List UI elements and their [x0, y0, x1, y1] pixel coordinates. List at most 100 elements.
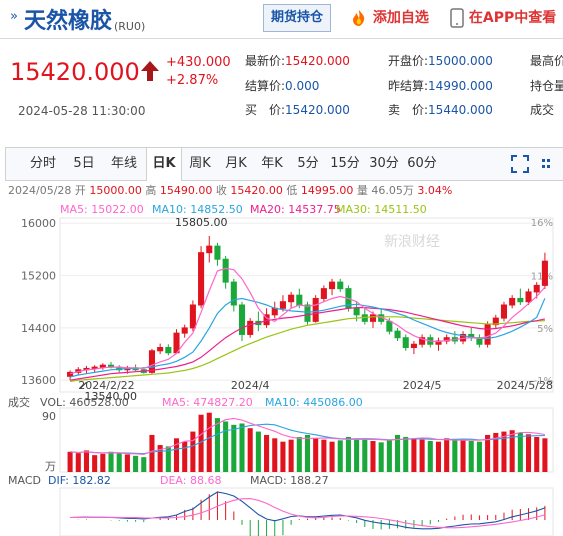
open-app-label: 在APP中查看 [468, 10, 557, 26]
candle-body-52 [492, 317, 499, 326]
vol-value: VOL: 460528.00 [40, 396, 129, 409]
x-tick-2: 2024/5 [403, 379, 442, 392]
volume-bar-54 [509, 430, 515, 472]
tab-0[interactable]: 分时 [29, 156, 56, 171]
instrument-code: (RU0) [114, 20, 146, 33]
kline-chart[interactable]: 2024/05/28 开 15000.00 高 15490.00 收 15420… [0, 182, 563, 536]
candle-body-56 [525, 291, 532, 303]
volume-bar-46 [444, 438, 450, 472]
tab-3[interactable]: 日K [146, 148, 182, 181]
volume-bar-3 [92, 455, 98, 472]
x-tick-3: 2024/5/28 [497, 379, 553, 392]
candle-body-19 [222, 258, 229, 283]
tab-4[interactable]: 周K [189, 156, 211, 171]
prev-settle-value: 14990.000 [428, 79, 493, 93]
tab-1[interactable]: 5日 [73, 156, 95, 171]
candle-body-54 [509, 297, 516, 306]
volume-bar-16 [198, 414, 204, 472]
candle-body-14 [181, 327, 188, 334]
extra-field: 成交 [530, 103, 555, 117]
settle-label: 结算价: [245, 79, 286, 93]
volume-bar-24 [264, 434, 270, 472]
volume-bar-36 [362, 439, 368, 472]
candle-body-58 [541, 260, 548, 286]
sell-value: 15440.000 [428, 103, 493, 117]
tab-2[interactable]: 年线 [110, 156, 137, 171]
volume-bar-47 [452, 439, 458, 472]
candle-body-27 [288, 294, 295, 303]
volume-bar-7 [124, 454, 130, 472]
candle-body-32 [329, 281, 336, 290]
volume-bar-34 [345, 436, 351, 472]
y-tick-3: 13600 [21, 374, 56, 387]
settings-icon[interactable] [541, 157, 555, 171]
candle-body-4 [99, 364, 106, 368]
ma30-line [70, 316, 545, 383]
macd-value: MACD: 188.27 [250, 474, 329, 487]
volume-bar-40 [395, 434, 401, 472]
settle-value: 0.000 [285, 79, 320, 93]
volume-bar-41 [403, 436, 409, 472]
volume-bar-42 [411, 438, 417, 472]
change-value: +430.000 [166, 55, 231, 70]
max-label: 15805.00 [175, 216, 228, 229]
volume-title: 成交 [8, 395, 30, 409]
ma30-legend: MA30: 14511.50 [336, 203, 427, 216]
dif-value: DIF: 182.82 [48, 474, 111, 487]
tab-10[interactable]: 60分 [407, 156, 437, 171]
vol-tick-1: 万 [45, 460, 56, 473]
volume-bar-48 [460, 440, 466, 472]
volume-bar-15 [190, 431, 196, 472]
tab-9[interactable]: 30分 [369, 156, 399, 171]
fullscreen-icon[interactable] [511, 155, 529, 173]
dif-line [70, 491, 546, 530]
candle-body-53 [500, 304, 508, 319]
sell-label: 卖 价: [388, 103, 429, 117]
volume-bar-25 [272, 438, 278, 472]
volume-bar-58 [542, 438, 548, 472]
ma10-legend: MA10: 14852.50 [152, 203, 243, 216]
volume-bar-33 [337, 440, 343, 472]
tab-8[interactable]: 15分 [330, 156, 360, 171]
vol-ma10: MA10: 445086.00 [265, 396, 363, 409]
volume-bar-12 [165, 446, 171, 472]
tab-7[interactable]: 5分 [297, 156, 319, 171]
price-change: +430.000 +2.87% [166, 54, 231, 90]
volume-bar-38 [378, 442, 384, 472]
candle-body-51 [484, 324, 491, 345]
volume-bar-31 [321, 439, 327, 472]
tab-6[interactable]: 年K [261, 156, 283, 171]
volume-bar-10 [149, 434, 155, 472]
candle-body-26 [279, 301, 286, 309]
volume-bar-4 [100, 453, 106, 472]
candle-body-35 [353, 307, 360, 316]
double-chevron-icon: » [10, 9, 18, 24]
dea-value: DEA: 88.68 [160, 474, 221, 487]
volume-bar-44 [427, 441, 433, 472]
volume-bar-32 [329, 441, 335, 472]
candle-body-45 [435, 340, 442, 345]
candle-body-41 [402, 337, 409, 349]
candle-body-16 [198, 252, 205, 306]
futures-position-button[interactable]: 期货持仓 [263, 4, 331, 32]
candle-body-55 [517, 297, 524, 303]
candle-body-18 [214, 245, 221, 260]
candle-body-21 [238, 304, 246, 335]
latest-label: 最新价: [245, 54, 286, 68]
volume-bar-2 [83, 450, 90, 472]
x-tick-0: 2024/2/22 [78, 379, 134, 392]
volume-bar-27 [288, 439, 294, 472]
macd-title: MACD [8, 474, 41, 487]
volume-bar-52 [493, 432, 499, 472]
candle-body-11 [157, 347, 164, 352]
candle-body-40 [394, 330, 401, 339]
volume-bar-51 [485, 434, 491, 472]
candle-body-10 [148, 350, 155, 373]
volume-bar-5 [108, 451, 114, 472]
candle-body-42 [410, 343, 417, 349]
open-app-button[interactable]: 在APP中查看 [450, 7, 556, 28]
last-price: 15420.000 [10, 58, 140, 86]
volume-bar-22 [247, 428, 253, 472]
tab-5[interactable]: 月K [225, 156, 247, 171]
add-watchlist-button[interactable]: 添加自选 [350, 7, 429, 27]
